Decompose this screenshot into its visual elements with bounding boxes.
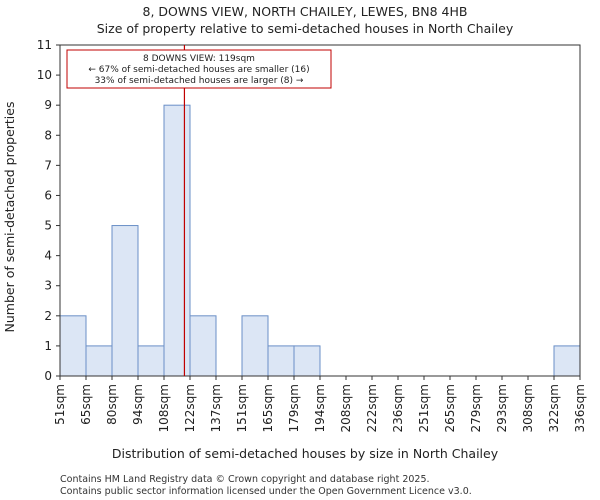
annotation-line3: 33% of semi-detached houses are larger (… <box>95 76 304 86</box>
x-tick-label: 51sqm <box>53 384 67 425</box>
x-tick-label: 336sqm <box>573 384 587 432</box>
y-tick-label: 6 <box>44 188 52 202</box>
chart-title-line2: Size of property relative to semi-detach… <box>97 21 514 36</box>
y-tick-label: 2 <box>44 309 52 323</box>
x-tick-label: 251sqm <box>417 384 431 432</box>
bar-65sqm <box>85 345 113 377</box>
x-tick-label: 265sqm <box>443 384 457 432</box>
x-tick-label: 122sqm <box>183 384 197 432</box>
bar-322sqm <box>553 345 581 377</box>
y-tick-label: 9 <box>44 98 52 112</box>
x-tick-label: 108sqm <box>157 384 171 432</box>
bar-108sqm <box>163 104 191 377</box>
x-tick-label: 222sqm <box>365 384 379 432</box>
y-axis-label: Number of semi-detached properties <box>2 102 17 333</box>
y-tick-label: 0 <box>44 369 52 383</box>
bar-94sqm <box>137 345 165 377</box>
x-tick-label: 194sqm <box>313 384 327 432</box>
footer-line2: Contains public sector information licen… <box>60 486 472 497</box>
y-tick-label: 3 <box>44 279 52 293</box>
bar-group <box>59 104 581 377</box>
x-tick-label: 208sqm <box>339 384 353 432</box>
annotation-border <box>66 49 332 89</box>
y-tick-label: 11 <box>37 38 52 52</box>
y-tick-label: 7 <box>44 158 52 172</box>
chart-title-line1: 8, DOWNS VIEW, NORTH CHAILEY, LEWES, BN8… <box>143 4 468 19</box>
x-tick-label: 236sqm <box>391 384 405 432</box>
plot-frame <box>59 44 581 377</box>
bar-151sqm <box>241 315 269 377</box>
footer-line1: Contains HM Land Registry data © Crown c… <box>60 474 430 485</box>
annotation-box: 8 DOWNS VIEW: 119sqm ← 67% of semi-detac… <box>66 49 332 89</box>
bar-122sqm <box>189 315 217 377</box>
bar-165sqm <box>267 345 295 377</box>
x-tick-label: 179sqm <box>287 384 301 432</box>
x-tick-label: 137sqm <box>209 384 223 432</box>
x-axis-label: Distribution of semi-detached houses by … <box>112 446 499 461</box>
y-tick-label: 1 <box>44 339 52 353</box>
annotation-line2: ← 67% of semi-detached houses are smalle… <box>88 65 309 75</box>
y-tick-label: 4 <box>44 249 52 263</box>
x-axis-ticks: 51sqm 65sqm 80sqm 94sqm 108sqm 122sqm 137sqm 15… <box>53 376 587 432</box>
bar-51sqm <box>59 315 87 377</box>
annotation-line1: 8 DOWNS VIEW: 119sqm <box>143 54 255 64</box>
y-tick-label: 10 <box>37 68 52 82</box>
x-tick-label: 322sqm <box>547 384 561 432</box>
x-tick-label: 80sqm <box>105 384 119 425</box>
y-axis-ticks: 0 1 2 3 4 5 6 7 8 9 10 11 <box>37 38 60 383</box>
bar-80sqm <box>111 225 139 377</box>
y-tick-label: 5 <box>44 219 52 233</box>
x-tick-label: 165sqm <box>261 384 275 432</box>
x-tick-label: 94sqm <box>131 384 145 425</box>
x-tick-label: 293sqm <box>495 384 509 432</box>
x-tick-label: 151sqm <box>235 384 249 432</box>
bar-179sqm <box>293 345 321 377</box>
x-tick-label: 308sqm <box>521 384 535 432</box>
x-tick-label: 65sqm <box>79 384 93 425</box>
y-tick-label: 8 <box>44 128 52 142</box>
x-tick-label: 279sqm <box>469 384 483 432</box>
